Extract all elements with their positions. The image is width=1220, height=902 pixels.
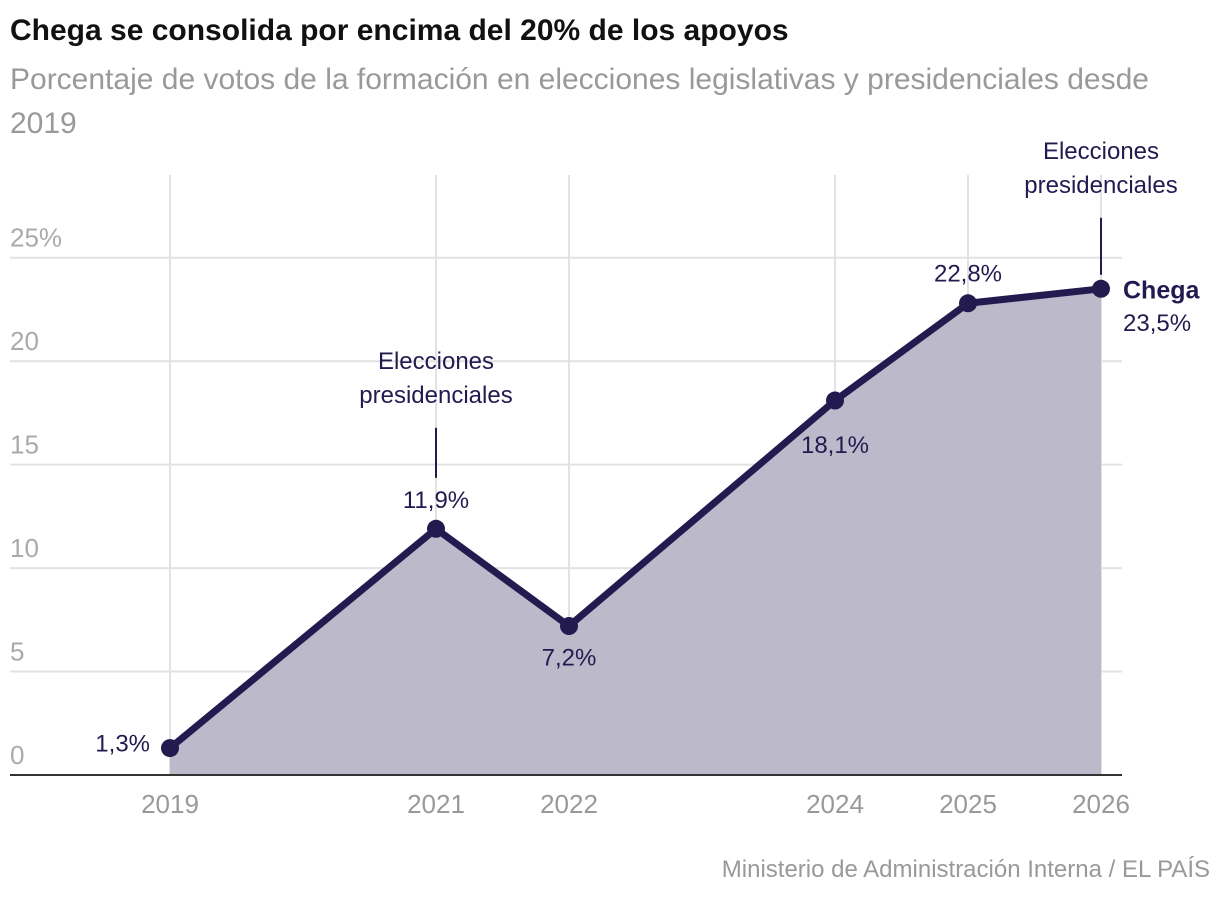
series-label: Chega [1123,276,1201,304]
area [170,288,1101,775]
source: Ministerio de Administración Interna / E… [721,856,1210,883]
y-tick-label: 20 [10,326,39,356]
annotation: Elecciones presidenciales [1024,137,1178,199]
data-label: 22,8% [934,261,1002,288]
y-tick-label: 10 [10,533,39,563]
x-tick-label: 2019 [141,789,199,819]
y-tick-label: 25% [10,223,62,253]
x-tick-label: 2021 [407,789,465,819]
data-label: 18,1% [801,432,869,459]
point [427,519,445,538]
x-tick-label: 2026 [1072,789,1130,819]
chart-subtitle: Porcentaje de votos de la formación en e… [10,63,1149,140]
line [167,285,1102,751]
data-label: 11,9% [403,487,469,514]
point [959,294,977,313]
point [826,391,844,410]
y-tick-label: 0 [10,740,24,770]
point [161,739,179,758]
y-tick-label: 15 [10,430,39,460]
chart-title: Chega se consolida por encima del 20% de… [10,14,789,47]
point [560,617,578,636]
annotation: Elecciones presidenciales [359,347,513,409]
x-tick-label: 2022 [540,789,598,819]
x-tick-label: 2024 [806,789,864,819]
point [1092,279,1110,298]
data-label: 7,2% [542,644,597,671]
data-label: 23,5% [1123,310,1191,337]
data-label: 1,3% [95,730,150,757]
y-tick-label: 5 [10,636,24,666]
x-tick-label: 2025 [939,789,997,819]
